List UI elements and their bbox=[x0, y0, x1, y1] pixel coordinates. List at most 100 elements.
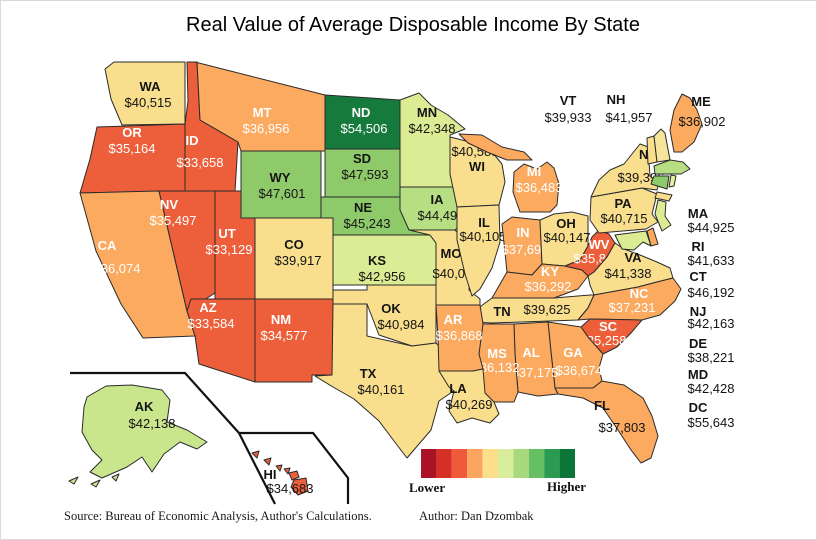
state-VA-abbr: VA bbox=[624, 250, 642, 265]
state-OK: OK $40,984 bbox=[332, 284, 437, 347]
state-WA-abbr: WA bbox=[140, 79, 162, 94]
label-MA-abbr: MA bbox=[688, 206, 709, 221]
label-RI-value: $41,633 bbox=[688, 253, 735, 268]
state-UT-value: $33,129 bbox=[206, 242, 253, 257]
state-WA: WA $40,515 bbox=[104, 61, 186, 126]
state-NC-value: $37,231 bbox=[609, 300, 656, 315]
state-AK-aleutian-2 bbox=[90, 479, 101, 488]
state-FL: FL $37,803 bbox=[554, 380, 659, 464]
state-AZ-shape bbox=[186, 298, 256, 383]
state-ND: ND $54,506 bbox=[324, 94, 401, 150]
legend-swatch-6 bbox=[498, 449, 514, 478]
state-RI bbox=[668, 174, 677, 188]
legend-swatch-10 bbox=[559, 449, 575, 478]
state-OR-abbr: OR bbox=[122, 125, 142, 140]
label-DE-abbr: DE bbox=[689, 336, 707, 351]
state-MD-shape bbox=[614, 230, 652, 251]
state-HI-island-4 bbox=[283, 467, 291, 475]
state-KS-value: $42,956 bbox=[359, 269, 406, 284]
legend-swatch-4 bbox=[467, 449, 483, 478]
state-AZ: AZ $33,584 bbox=[186, 298, 256, 383]
alaska-hawaii-divider bbox=[238, 432, 276, 505]
state-WV-abbr: WV bbox=[589, 237, 610, 252]
state-GA-value: $36,674 bbox=[556, 363, 603, 378]
legend-swatch-2 bbox=[436, 449, 452, 478]
label-DE-value: $38,221 bbox=[688, 350, 735, 365]
author-note: Author: Dan Dzombak bbox=[419, 509, 534, 523]
state-ME-abbr: ME bbox=[691, 94, 711, 109]
state-AK-shape bbox=[81, 384, 208, 479]
state-AL-value: $37,175 bbox=[512, 365, 559, 380]
state-VA: VA $41,338 bbox=[587, 242, 674, 296]
legend-lower-label: Lower bbox=[409, 480, 445, 495]
hawaii-inset-border bbox=[239, 431, 350, 504]
state-OR-value: $35,164 bbox=[109, 141, 156, 156]
state-OH: OH $40,147 bbox=[539, 211, 591, 267]
state-FL-value: $37,803 bbox=[599, 420, 646, 435]
state-CO: CO $39,917 bbox=[254, 217, 334, 300]
state-WY: WY $47,601 bbox=[240, 150, 322, 219]
state-NV-abbr: NV bbox=[160, 197, 178, 212]
inset-hawaii: HI $34,683 bbox=[239, 431, 350, 504]
state-AK-aleutian-1 bbox=[68, 476, 79, 485]
state-NM-value: $34,577 bbox=[261, 328, 308, 343]
state-AK-value: $42,138 bbox=[129, 416, 176, 431]
state-SD-value: $47,593 bbox=[342, 167, 389, 182]
legend-swatch-1 bbox=[421, 449, 437, 478]
label-NJ-value: $42,163 bbox=[688, 316, 735, 331]
state-IA-abbr: IA bbox=[431, 192, 445, 207]
state-MN-abbr: MN bbox=[417, 105, 437, 120]
state-TX-abbr: TX bbox=[360, 366, 377, 381]
state-AL-abbr: AL bbox=[522, 345, 539, 360]
state-TN-abbr: TN bbox=[493, 304, 510, 319]
label-CT-value: $46,192 bbox=[688, 285, 735, 300]
state-VT-abbr: VT bbox=[560, 93, 577, 108]
state-MN-value: $42,348 bbox=[409, 121, 456, 136]
page-title: Real Value of Average Disposable Income … bbox=[186, 14, 640, 36]
state-WV-shape bbox=[564, 229, 616, 277]
legend-swatch-3 bbox=[451, 449, 468, 478]
state-HI-island-6 bbox=[290, 477, 309, 496]
state-MA bbox=[653, 159, 691, 175]
state-MI: MI $36,483 bbox=[458, 133, 563, 213]
state-HI-island-2 bbox=[263, 457, 272, 466]
state-NH: NH $41,957 bbox=[606, 92, 671, 163]
state-LA: LA $40,269 bbox=[438, 368, 500, 424]
state-NY-long-island-shape bbox=[654, 191, 673, 202]
state-LA-abbr: LA bbox=[449, 381, 467, 396]
state-HI-value: $34,683 bbox=[267, 481, 314, 496]
color-legend: Lower Higher bbox=[409, 449, 586, 495]
state-FL-abbr: FL bbox=[594, 398, 610, 413]
state-SC-abbr: SC bbox=[599, 319, 618, 334]
state-TX-value: $40,161 bbox=[358, 382, 405, 397]
state-CO-abbr: CO bbox=[284, 237, 304, 252]
state-MN: MN $42,348 bbox=[399, 92, 466, 188]
state-NM-abbr: NM bbox=[271, 312, 291, 327]
state-IN-value: $37,695 bbox=[502, 242, 549, 257]
state-TN-shape bbox=[471, 294, 595, 324]
state-NJ bbox=[654, 199, 672, 232]
state-ID-abbr: ID bbox=[186, 133, 199, 148]
legend-swatch-5 bbox=[482, 449, 498, 478]
state-ID-value: $33,658 bbox=[177, 155, 224, 170]
state-WY-abbr: WY bbox=[270, 170, 291, 185]
map-lower48: WA $40,515 OR $35,164 CA $36,074 ID $33,… bbox=[79, 61, 726, 464]
state-TX: TX $40,161 bbox=[314, 303, 456, 459]
state-TN-value: $39,625 bbox=[524, 302, 571, 317]
northeast-label-column: MA $44,925 RI $41,633 CT $46,192 NJ $42,… bbox=[688, 206, 735, 430]
legend-higher-label: Higher bbox=[547, 479, 586, 494]
state-OH-abbr: OH bbox=[556, 216, 576, 231]
state-HI-island-3 bbox=[275, 464, 283, 472]
state-AK-aleutian-3 bbox=[111, 473, 120, 482]
state-OK-abbr: OK bbox=[381, 301, 401, 316]
legend-swatch-8 bbox=[528, 449, 545, 478]
state-IN-abbr: IN bbox=[517, 225, 530, 240]
state-MO-abbr: MO bbox=[441, 246, 462, 261]
state-KS-abbr: KS bbox=[368, 253, 386, 268]
state-HI-island-5 bbox=[288, 470, 300, 481]
state-MT-value: $36,956 bbox=[243, 121, 290, 136]
state-PA-value: $40,715 bbox=[601, 211, 648, 226]
state-NH-value: $41,957 bbox=[606, 110, 653, 125]
state-NV-value: $35,497 bbox=[150, 213, 197, 228]
